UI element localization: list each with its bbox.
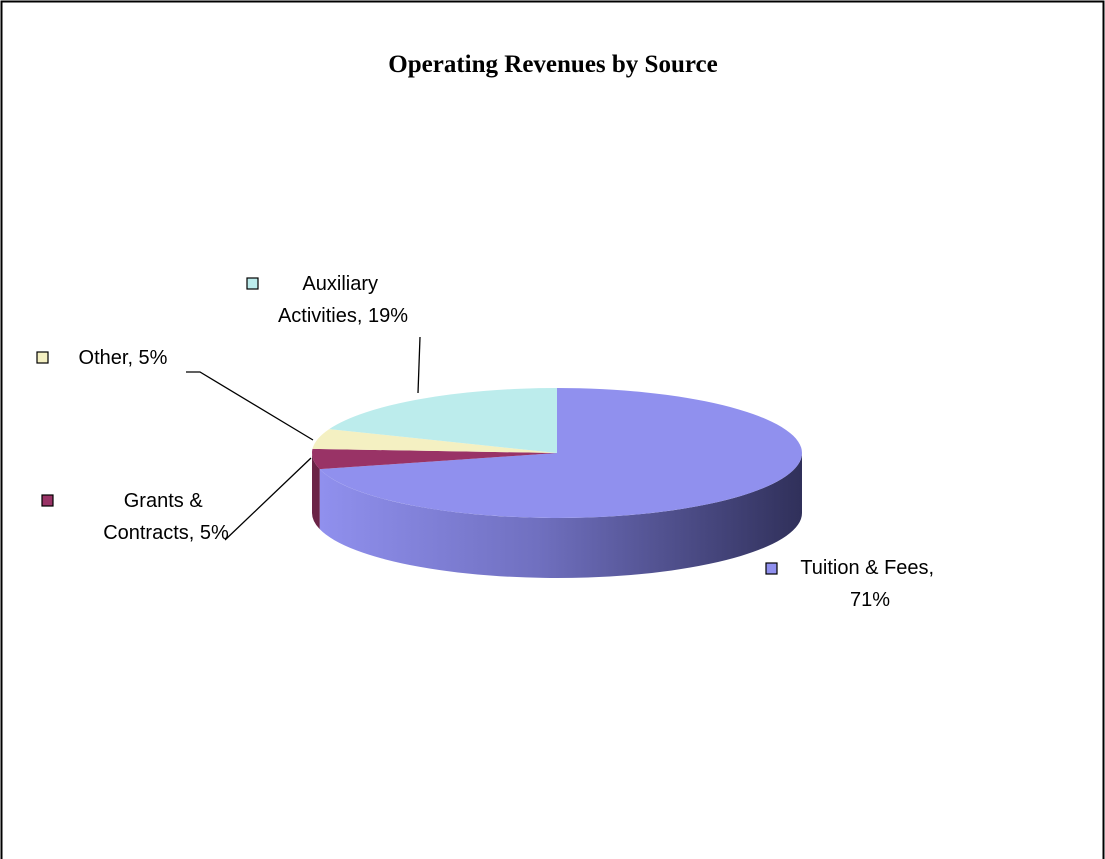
slice (329, 388, 557, 453)
label-line: 71% (850, 589, 890, 611)
legend-key (36, 351, 49, 364)
legend-key (765, 562, 778, 575)
label-line: Tuition & Fees, (800, 557, 939, 579)
leader-line (224, 457, 312, 541)
slice-side (312, 453, 320, 530)
legend-key (41, 494, 54, 507)
data-label: Auxiliary Activities, 19% (278, 273, 408, 327)
data-label: Other, 5% (79, 347, 168, 369)
label-line: Contracts, 5% (103, 522, 229, 544)
leader-line (186, 371, 314, 441)
slice (319, 388, 802, 518)
label-line: Grants & (124, 490, 208, 512)
data-label: Grants & Contracts, 5% (103, 490, 229, 544)
leader-line (417, 336, 421, 394)
chart-title: Operating Revenues by Source (388, 51, 717, 78)
slice (312, 429, 557, 453)
slice (312, 448, 557, 470)
data-label: Tuition & Fees, 71% (800, 557, 939, 611)
slice-side (319, 453, 802, 578)
label-line: Auxiliary (302, 273, 383, 295)
label-line: Activities, 19% (278, 305, 408, 327)
legend-key (246, 277, 259, 290)
